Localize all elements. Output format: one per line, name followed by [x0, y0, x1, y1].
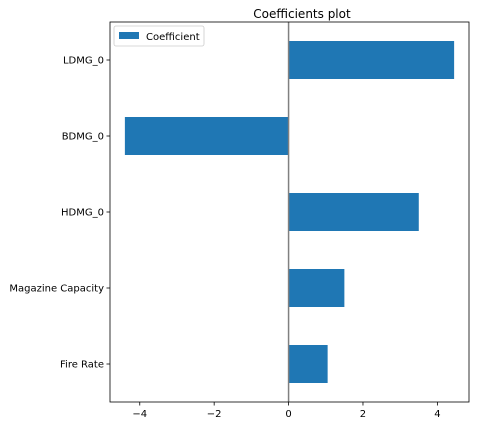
chart-title: Coefficients plot — [253, 7, 351, 21]
legend-swatch-coefficient — [119, 32, 139, 39]
bars-layer — [124, 41, 455, 383]
bar-ldmg-0 — [288, 41, 455, 79]
y-tick-label-fire-rate: Fire Rate — [60, 360, 104, 371]
x-tick-label-0: −4 — [132, 409, 147, 420]
x-tick-label-4: 4 — [434, 409, 440, 420]
legend: Coefficient — [113, 25, 205, 47]
y-tick-label-ldmg-0: LDMG_0 — [63, 56, 104, 67]
x-tick-label-3: 2 — [360, 409, 366, 420]
x-tick-label-1: −2 — [207, 409, 222, 420]
legend-box — [113, 25, 205, 47]
x-tick-label-2: 0 — [285, 409, 291, 420]
y-tick-label-magazine-capacity: Magazine Capacity — [9, 284, 104, 295]
bar-magazine-capacity — [288, 269, 345, 307]
y-tick-label-hdmg-0: HDMG_0 — [61, 208, 104, 219]
y-tick-label-bdmg-0: BDMG_0 — [62, 132, 104, 143]
y-axis-ticks: LDMG_0 BDMG_0 HDMG_0 Magazine Capacity Fire … — [9, 56, 110, 371]
bar-fire-rate — [288, 345, 328, 383]
bar-bdmg-0 — [124, 117, 289, 155]
x-axis-ticks: −4 −2 0 2 4 — [132, 402, 441, 420]
bar-hdmg-0 — [288, 193, 419, 231]
legend-label-coefficient: Coefficient — [146, 32, 200, 43]
